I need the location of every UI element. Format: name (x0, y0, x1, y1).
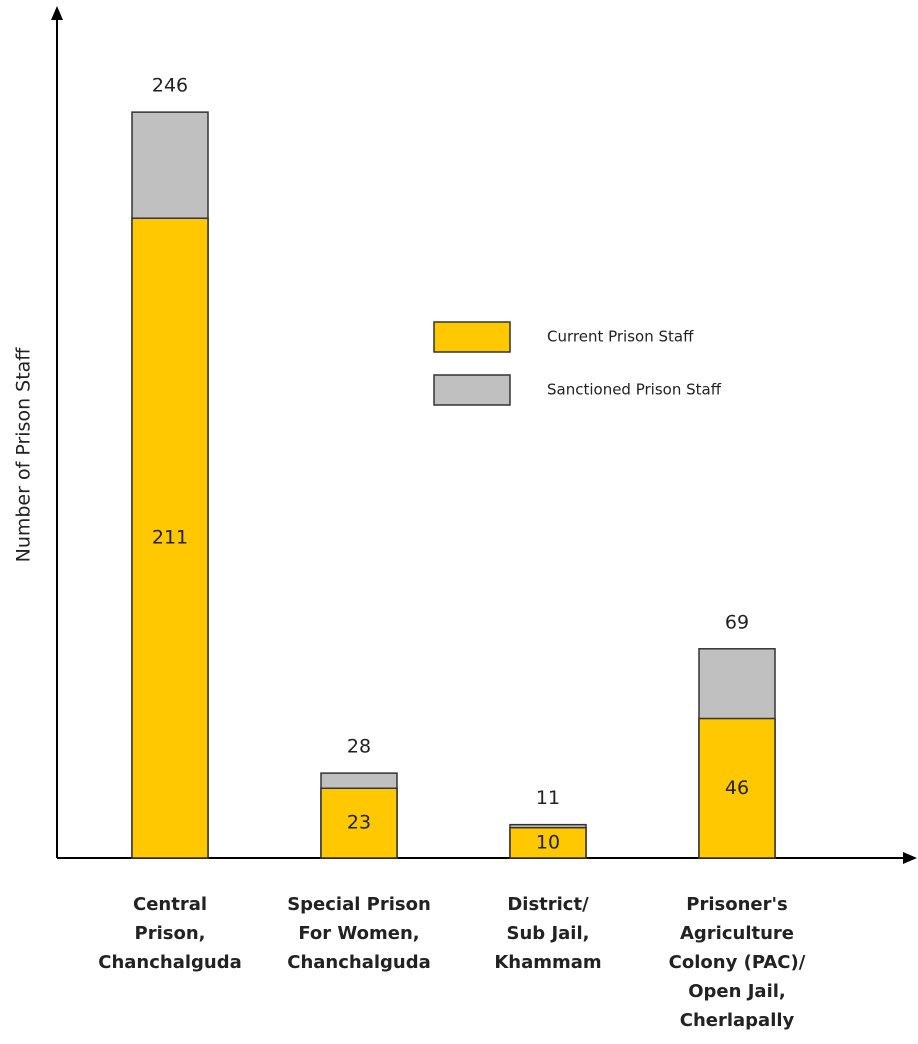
x-tick-label: Special Prison For Women, Chanchalguda (287, 894, 431, 973)
x-tick-label: Central Prison, Chanchalguda (98, 894, 242, 973)
value-label: 28 (347, 736, 371, 758)
legend-label: Current Prison Staff (547, 328, 694, 346)
bar (698, 717, 776, 859)
y-axis-arrow (51, 6, 63, 20)
value-label: 246 (152, 75, 188, 97)
bar (131, 217, 209, 859)
bar (509, 826, 587, 859)
value-label: 69 (725, 611, 749, 633)
legend-swatch (433, 374, 511, 406)
legend-swatch (433, 321, 511, 353)
x-tick-label: Prisoner's Agriculture Colony (PAC)/Open J… (669, 894, 806, 1031)
bar (320, 787, 398, 859)
legend-label: Sanctioned Prison Staff (547, 381, 722, 399)
x-tick-label: District/Sub Jail, Khammam (494, 894, 601, 973)
value-label: 46 (725, 777, 749, 799)
x-axis-arrow (903, 852, 917, 864)
value-label: 211 (152, 527, 188, 549)
y-axis-label: Number of Prison Staff (13, 347, 35, 563)
value-label: 23 (347, 812, 371, 834)
value-label: 10 (536, 831, 560, 853)
value-label: 11 (536, 787, 560, 809)
